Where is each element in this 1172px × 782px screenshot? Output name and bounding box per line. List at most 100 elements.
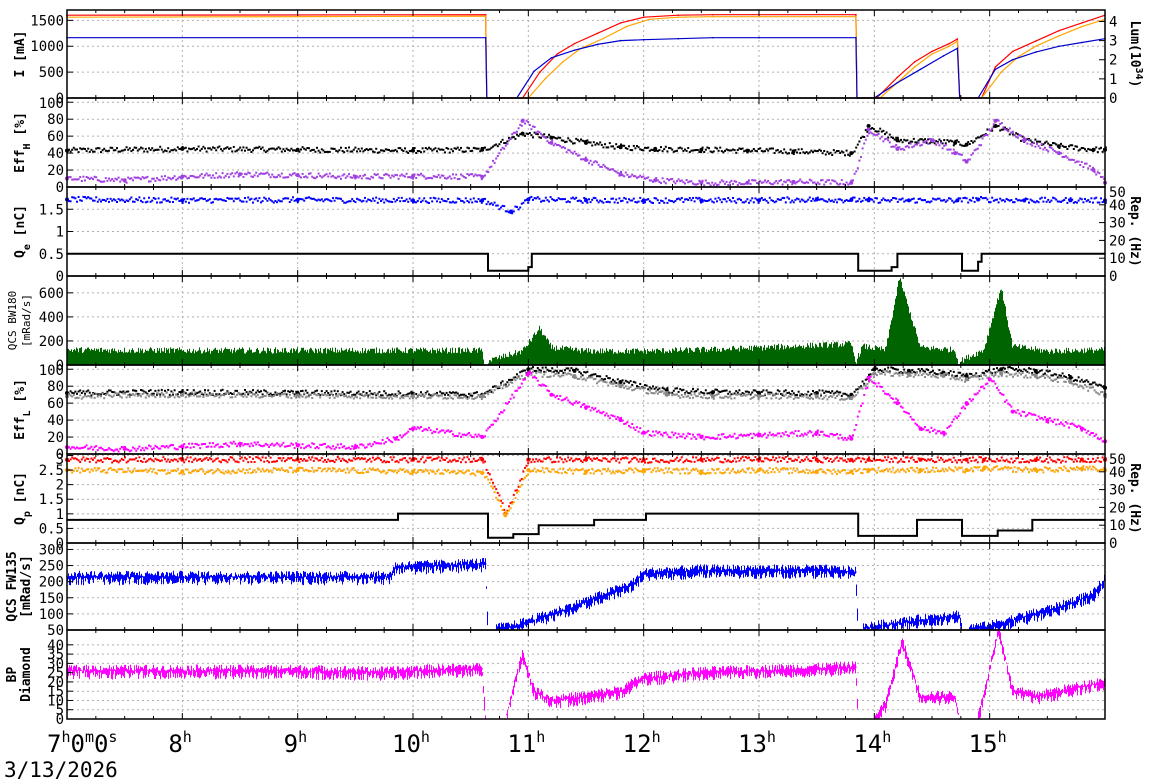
effl-series-1-dot xyxy=(429,394,432,397)
effh-series-1-dot xyxy=(925,141,928,144)
qe-series-1-dot xyxy=(440,198,443,201)
effh-series-1-dot xyxy=(250,151,253,153)
effl-series-2-dot xyxy=(437,395,440,398)
effl-series-2-dot xyxy=(999,370,1002,373)
current-series-1-point xyxy=(596,32,599,35)
effh-series-1-dot xyxy=(175,149,178,152)
effh-series-1-dot xyxy=(658,149,661,152)
qe-series-1-dot xyxy=(160,201,163,204)
effl-series-1-dot xyxy=(231,393,234,395)
effh-series-2-dot xyxy=(560,146,563,149)
effl-series-2-dot xyxy=(157,392,160,395)
effh-series-1-dot xyxy=(189,148,192,151)
effl-series-2-dot xyxy=(1040,375,1043,378)
effh-series-1-dot xyxy=(517,134,520,137)
effh-series-2-dot xyxy=(880,135,883,138)
effh-series-2-dot xyxy=(74,178,77,181)
effl-series-3 xyxy=(65,370,1107,453)
effl-series-2-dot xyxy=(655,390,658,393)
effh-series-1-dot xyxy=(1052,142,1054,144)
effh-series-2-dot xyxy=(876,133,878,136)
effh-series-2-dot xyxy=(511,133,514,136)
qe-series-2-point xyxy=(977,261,979,263)
qe-series-1-dot xyxy=(744,200,747,203)
effl-series-2-dot xyxy=(743,394,746,396)
qe-series-1-dot xyxy=(132,200,134,203)
effh-series-1-dot xyxy=(408,150,411,152)
current-series-1-point xyxy=(677,14,680,16)
effl-series-2-dot xyxy=(892,374,894,377)
effh-series-2-dot xyxy=(725,180,728,183)
effl-series-2-dot xyxy=(1087,389,1090,392)
qe-series-1-dot xyxy=(1101,201,1104,204)
qe-series-1-dot xyxy=(277,199,280,202)
effl-series-1-dot xyxy=(80,392,83,394)
effh-series-2-dot xyxy=(344,176,347,179)
effh-series-1-dot xyxy=(562,139,565,142)
effl-series-1-dot xyxy=(874,365,877,368)
effh-series-2-dot xyxy=(527,121,530,123)
effl-series-2-dot xyxy=(360,393,363,395)
effl-series-1-dot xyxy=(464,394,467,397)
effl-series-1-dot xyxy=(568,369,571,372)
effh-series-2-dot xyxy=(885,137,888,140)
effh-series-1-dot xyxy=(213,147,216,150)
effl-series-1-dot xyxy=(872,367,875,370)
effh-series-1-dot xyxy=(596,142,598,145)
qe-series-1-dot xyxy=(866,198,869,201)
effh-series-2-dot xyxy=(87,176,90,179)
effl-series-2-dot xyxy=(452,397,454,400)
effl-series-1-dot xyxy=(679,388,682,391)
qe-series-1-dot xyxy=(608,201,611,204)
effh-series-1-dot xyxy=(287,148,290,151)
effl-series-2-dot xyxy=(919,371,922,374)
qe-series-1-dot xyxy=(740,199,742,201)
qe-series-1-dot xyxy=(252,201,254,204)
effh-series-1-dot xyxy=(133,146,136,149)
effl-series-2-dot xyxy=(997,375,1000,378)
qe-series-1-dot xyxy=(279,200,282,203)
effh-series-1-dot xyxy=(668,147,670,149)
effh-series-1-dot xyxy=(908,142,910,145)
effl-series-2-dot xyxy=(520,374,523,377)
effh-series-1-dot xyxy=(216,146,219,149)
effh-series-1-dot xyxy=(220,148,222,151)
qe-right-ytick-label: 40 xyxy=(1109,198,1126,214)
effh-series-1-dot xyxy=(772,147,774,150)
effl-series-2-dot xyxy=(311,397,314,399)
effh-series-2-dot xyxy=(290,174,293,177)
effh-series-2-dot xyxy=(247,171,250,174)
effh-series-1-dot xyxy=(519,133,522,136)
effh-series-1-dot xyxy=(684,148,686,151)
effl-series-2-dot xyxy=(354,395,357,398)
effl-series-2-dot xyxy=(90,396,93,399)
qe-series-1-dot xyxy=(637,200,640,203)
effl-series-2-dot xyxy=(559,375,562,378)
qe-series-1-dot xyxy=(205,199,208,202)
effh-series-1-dot xyxy=(856,143,859,146)
effh-series-2-dot xyxy=(301,173,304,175)
qe-series-1-dot xyxy=(258,197,261,200)
effl-series-2-dot xyxy=(352,397,355,400)
effh-series-1-dot xyxy=(778,151,781,154)
effl-series-2-dot xyxy=(716,393,718,396)
effl-series-1-dot xyxy=(399,392,402,395)
effl-series-2-dot xyxy=(240,394,243,397)
qe-series-1-dot xyxy=(524,199,526,202)
effl-series-2-dot xyxy=(1042,374,1045,377)
effh-series-2-dot xyxy=(292,172,294,175)
qe-ytick-label: 1.5 xyxy=(39,202,64,218)
effh-series-2-dot xyxy=(317,172,320,175)
effl-series-1-dot xyxy=(88,391,91,394)
effh-series-2-dot xyxy=(1039,147,1042,150)
effh-series-2-dot xyxy=(1012,130,1014,133)
effh-series-2-dot xyxy=(1021,139,1024,142)
effl-series-1-dot xyxy=(234,389,237,392)
effh-series-1-dot xyxy=(650,148,653,151)
effl-series-2-dot xyxy=(144,396,147,399)
effh-series-1-dot xyxy=(669,147,672,150)
current-series-2-point xyxy=(484,15,487,17)
effl-series-1-dot xyxy=(858,386,861,389)
effh-series-1-dot xyxy=(106,150,109,153)
qe-series-1-dot xyxy=(1024,197,1027,200)
